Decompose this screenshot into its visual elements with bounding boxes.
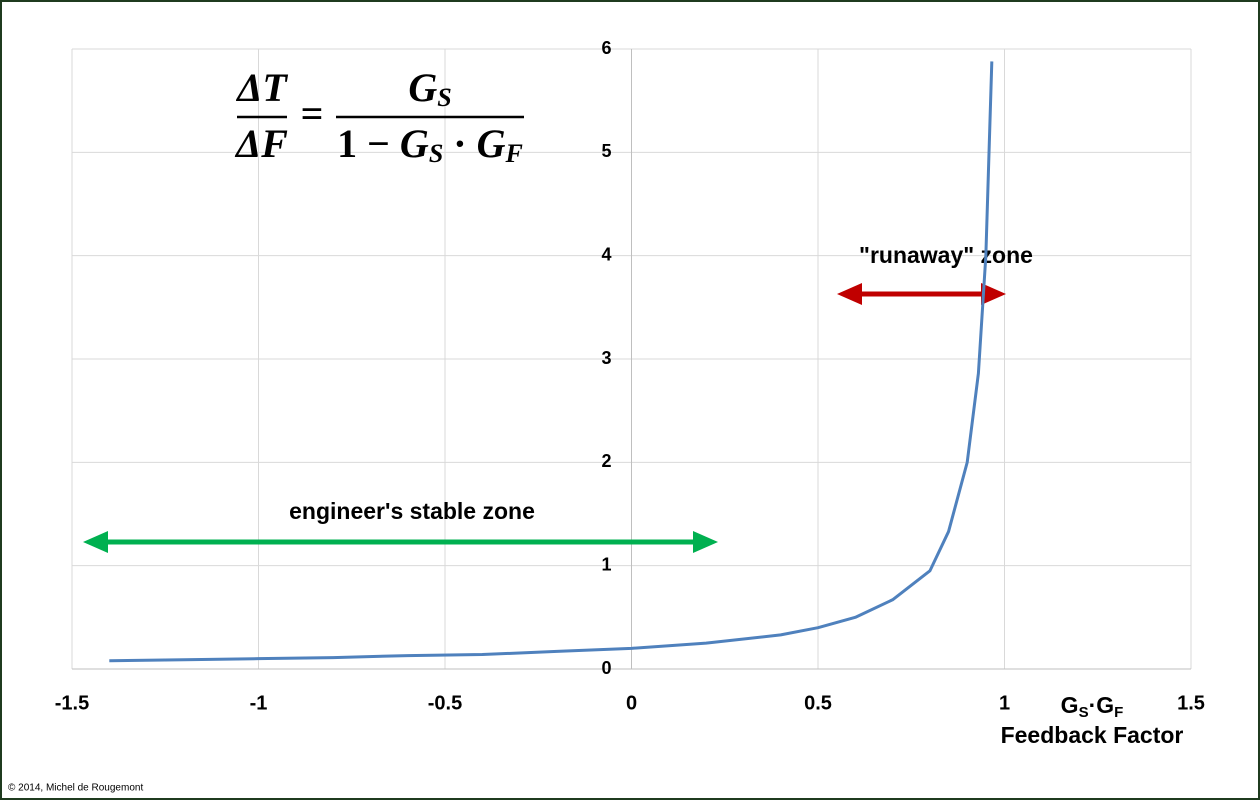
formula-rhs-num: GS <box>408 65 451 112</box>
annotation: engineer's stable zone <box>289 498 535 524</box>
arrow-head <box>837 283 862 305</box>
x-tick-label: -1.5 <box>55 692 89 714</box>
sub: S <box>429 139 443 168</box>
sub: F <box>1114 704 1123 721</box>
sym: G <box>408 65 437 110</box>
formula-lhs-den: ΔF <box>234 121 288 166</box>
x-tick-label: -1 <box>250 692 268 714</box>
formula-rhs-den: 1 − GS · GF <box>337 121 523 168</box>
x-tick-label: 1.5 <box>1177 692 1205 714</box>
sym: G <box>477 121 506 166</box>
formula-lhs-num: ΔT <box>235 65 288 110</box>
arrow-head <box>693 531 718 553</box>
sub: S <box>437 83 451 112</box>
formula-op: = <box>301 91 324 136</box>
sub: S <box>1079 704 1089 721</box>
formula: ΔT ΔF = GS 1 − GS · GF <box>234 65 524 168</box>
sym: · <box>443 121 476 166</box>
x-axis-symbol: GS·GF <box>1061 692 1124 721</box>
y-tick-label: 4 <box>601 244 611 264</box>
x-tick-label: 1 <box>999 692 1010 714</box>
sub: F <box>505 139 523 168</box>
credit: © 2014, Michel de Rougemont <box>8 783 143 794</box>
data-line <box>109 61 994 663</box>
sym: 1 − <box>337 121 400 166</box>
x-tick-label: -0.5 <box>428 692 462 714</box>
x-axis-title: Feedback Factor <box>1001 722 1184 748</box>
annotation: "runaway" zone <box>859 242 1033 268</box>
x-tick-label: 0 <box>626 692 637 714</box>
arrow <box>837 283 1006 305</box>
y-tick-label: 3 <box>601 348 611 368</box>
y-tick-label: 5 <box>601 141 611 161</box>
arrow-head <box>83 531 108 553</box>
y-tick-label: 2 <box>601 451 611 471</box>
y-tick-label: 6 <box>601 38 611 58</box>
arrow <box>83 531 718 553</box>
y-tick-label: 1 <box>601 554 611 574</box>
x-tick-label: 0.5 <box>804 692 832 714</box>
sym: G <box>400 121 429 166</box>
grid <box>71 48 1192 670</box>
arrow-head <box>981 283 1006 305</box>
sym: G <box>1061 692 1079 718</box>
y-tick-label: 0 <box>601 658 611 678</box>
sym: ·G <box>1089 692 1115 718</box>
